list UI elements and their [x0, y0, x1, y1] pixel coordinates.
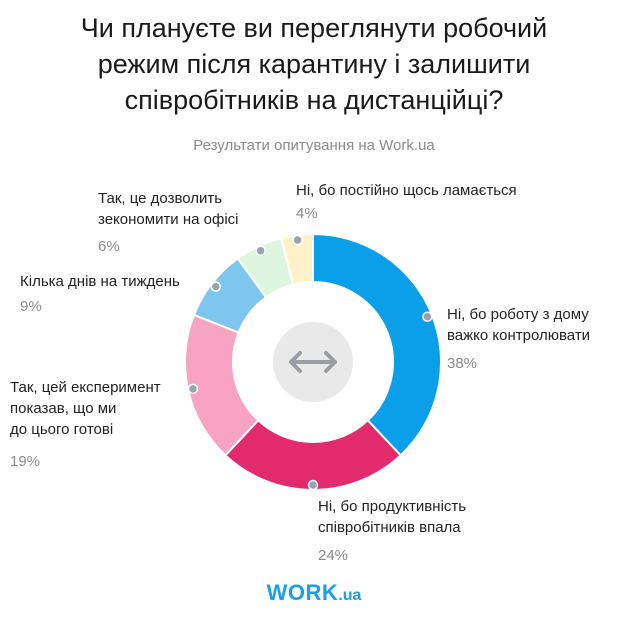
slice-value-office-savings: 6%: [98, 238, 120, 255]
slice-label-ready: Так, цей експеримент показав, що ми до ц…: [10, 379, 161, 438]
double-arrow-icon: [273, 322, 353, 402]
slice-marker-few-days: [210, 281, 222, 292]
chart-subtitle: Результати опитування на Work.ua: [193, 137, 435, 154]
slice-productivity: [223, 418, 403, 491]
chart-title: Чи плануєте ви переглянути робочий режим…: [80, 13, 548, 115]
slice-value-ready: 19%: [10, 453, 41, 470]
slice-marker-ready: [187, 383, 199, 395]
slice-label-office-savings: Так, це дозволить зекономити на офісі: [98, 190, 239, 228]
slice-remote-control: [312, 232, 442, 457]
slice-marker-breakdowns: [292, 234, 303, 246]
slice-label-few-days: Кілька днів на тиждень: [20, 273, 180, 290]
slice-label-productivity: Ні, бо продуктивність співробітників впа…: [318, 498, 467, 536]
slice-value-breakdowns: 4%: [296, 205, 318, 222]
slice-value-remote-control: 38%: [447, 355, 478, 372]
slice-value-few-days: 9%: [20, 298, 42, 315]
slice-label-remote-control: Ні, бо роботу з дому важко контролювати: [447, 306, 591, 344]
slice-breakdowns: [279, 232, 314, 286]
slice-label-breakdowns: Ні, бо постійно щось ламається: [296, 182, 517, 199]
slice-value-productivity: 24%: [318, 547, 349, 564]
work-ua-logo: WORK.ua: [266, 580, 362, 605]
slice-marker-productivity: [307, 479, 319, 491]
slice-marker-remote-control: [422, 311, 433, 322]
slice-marker-office-savings: [255, 245, 266, 256]
